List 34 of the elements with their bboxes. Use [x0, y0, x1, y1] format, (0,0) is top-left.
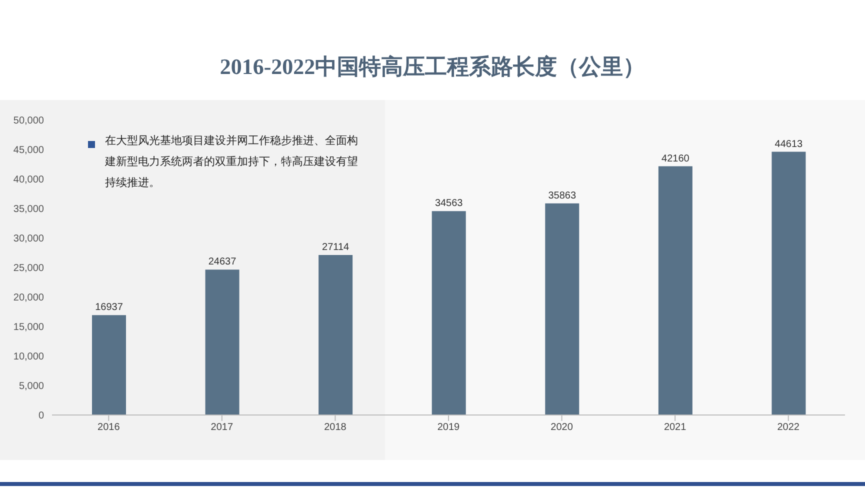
data-label: 34563	[434, 198, 464, 210]
y-tick-label: 15,000	[13, 322, 44, 334]
chart-title: 2016-2022中国特高压工程系路长度（公里）	[218, 53, 646, 81]
bar	[658, 166, 692, 415]
x-tick-label: 2020	[550, 422, 574, 434]
y-tick-label: 35,000	[13, 204, 44, 216]
bar	[432, 211, 466, 415]
y-tick-label: 25,000	[13, 263, 44, 274]
y-tick-label: 50,000	[13, 116, 44, 127]
bar	[772, 152, 806, 415]
y-tick-label: 0	[38, 410, 44, 422]
data-label: 27114	[322, 242, 350, 254]
bar	[545, 203, 580, 415]
y-tick-label: 40,000	[13, 174, 44, 186]
y-tick-label: 10,000	[13, 352, 44, 363]
y-tick-label: 5,000	[18, 381, 44, 392]
annotation: 在大型风光基地项目建设并网工作稳步推进、全面构建新型电力系统两者的双重加持下，特高压建设有望持续推进。	[105, 134, 359, 191]
x-tick-label: 2017	[210, 422, 234, 434]
data-label: 16937	[95, 302, 124, 314]
y-tick-label: 20,000	[13, 292, 44, 304]
x-tick-label: 2021	[664, 422, 687, 434]
y-tick-label: 45,000	[13, 145, 44, 156]
y-tick-label: 30,000	[13, 234, 44, 245]
x-tick-label: 2022	[777, 422, 800, 434]
data-label: 24637	[208, 256, 237, 268]
bar	[318, 255, 353, 415]
x-tick-label: 2019	[437, 422, 460, 434]
bar	[205, 270, 240, 415]
data-label: 44613	[774, 138, 804, 150]
bar	[92, 315, 126, 415]
data-label: 42160	[662, 153, 690, 164]
x-tick-label: 2016	[98, 422, 120, 434]
data-label: 35863	[548, 190, 576, 202]
x-tick-label: 2018	[324, 422, 347, 434]
